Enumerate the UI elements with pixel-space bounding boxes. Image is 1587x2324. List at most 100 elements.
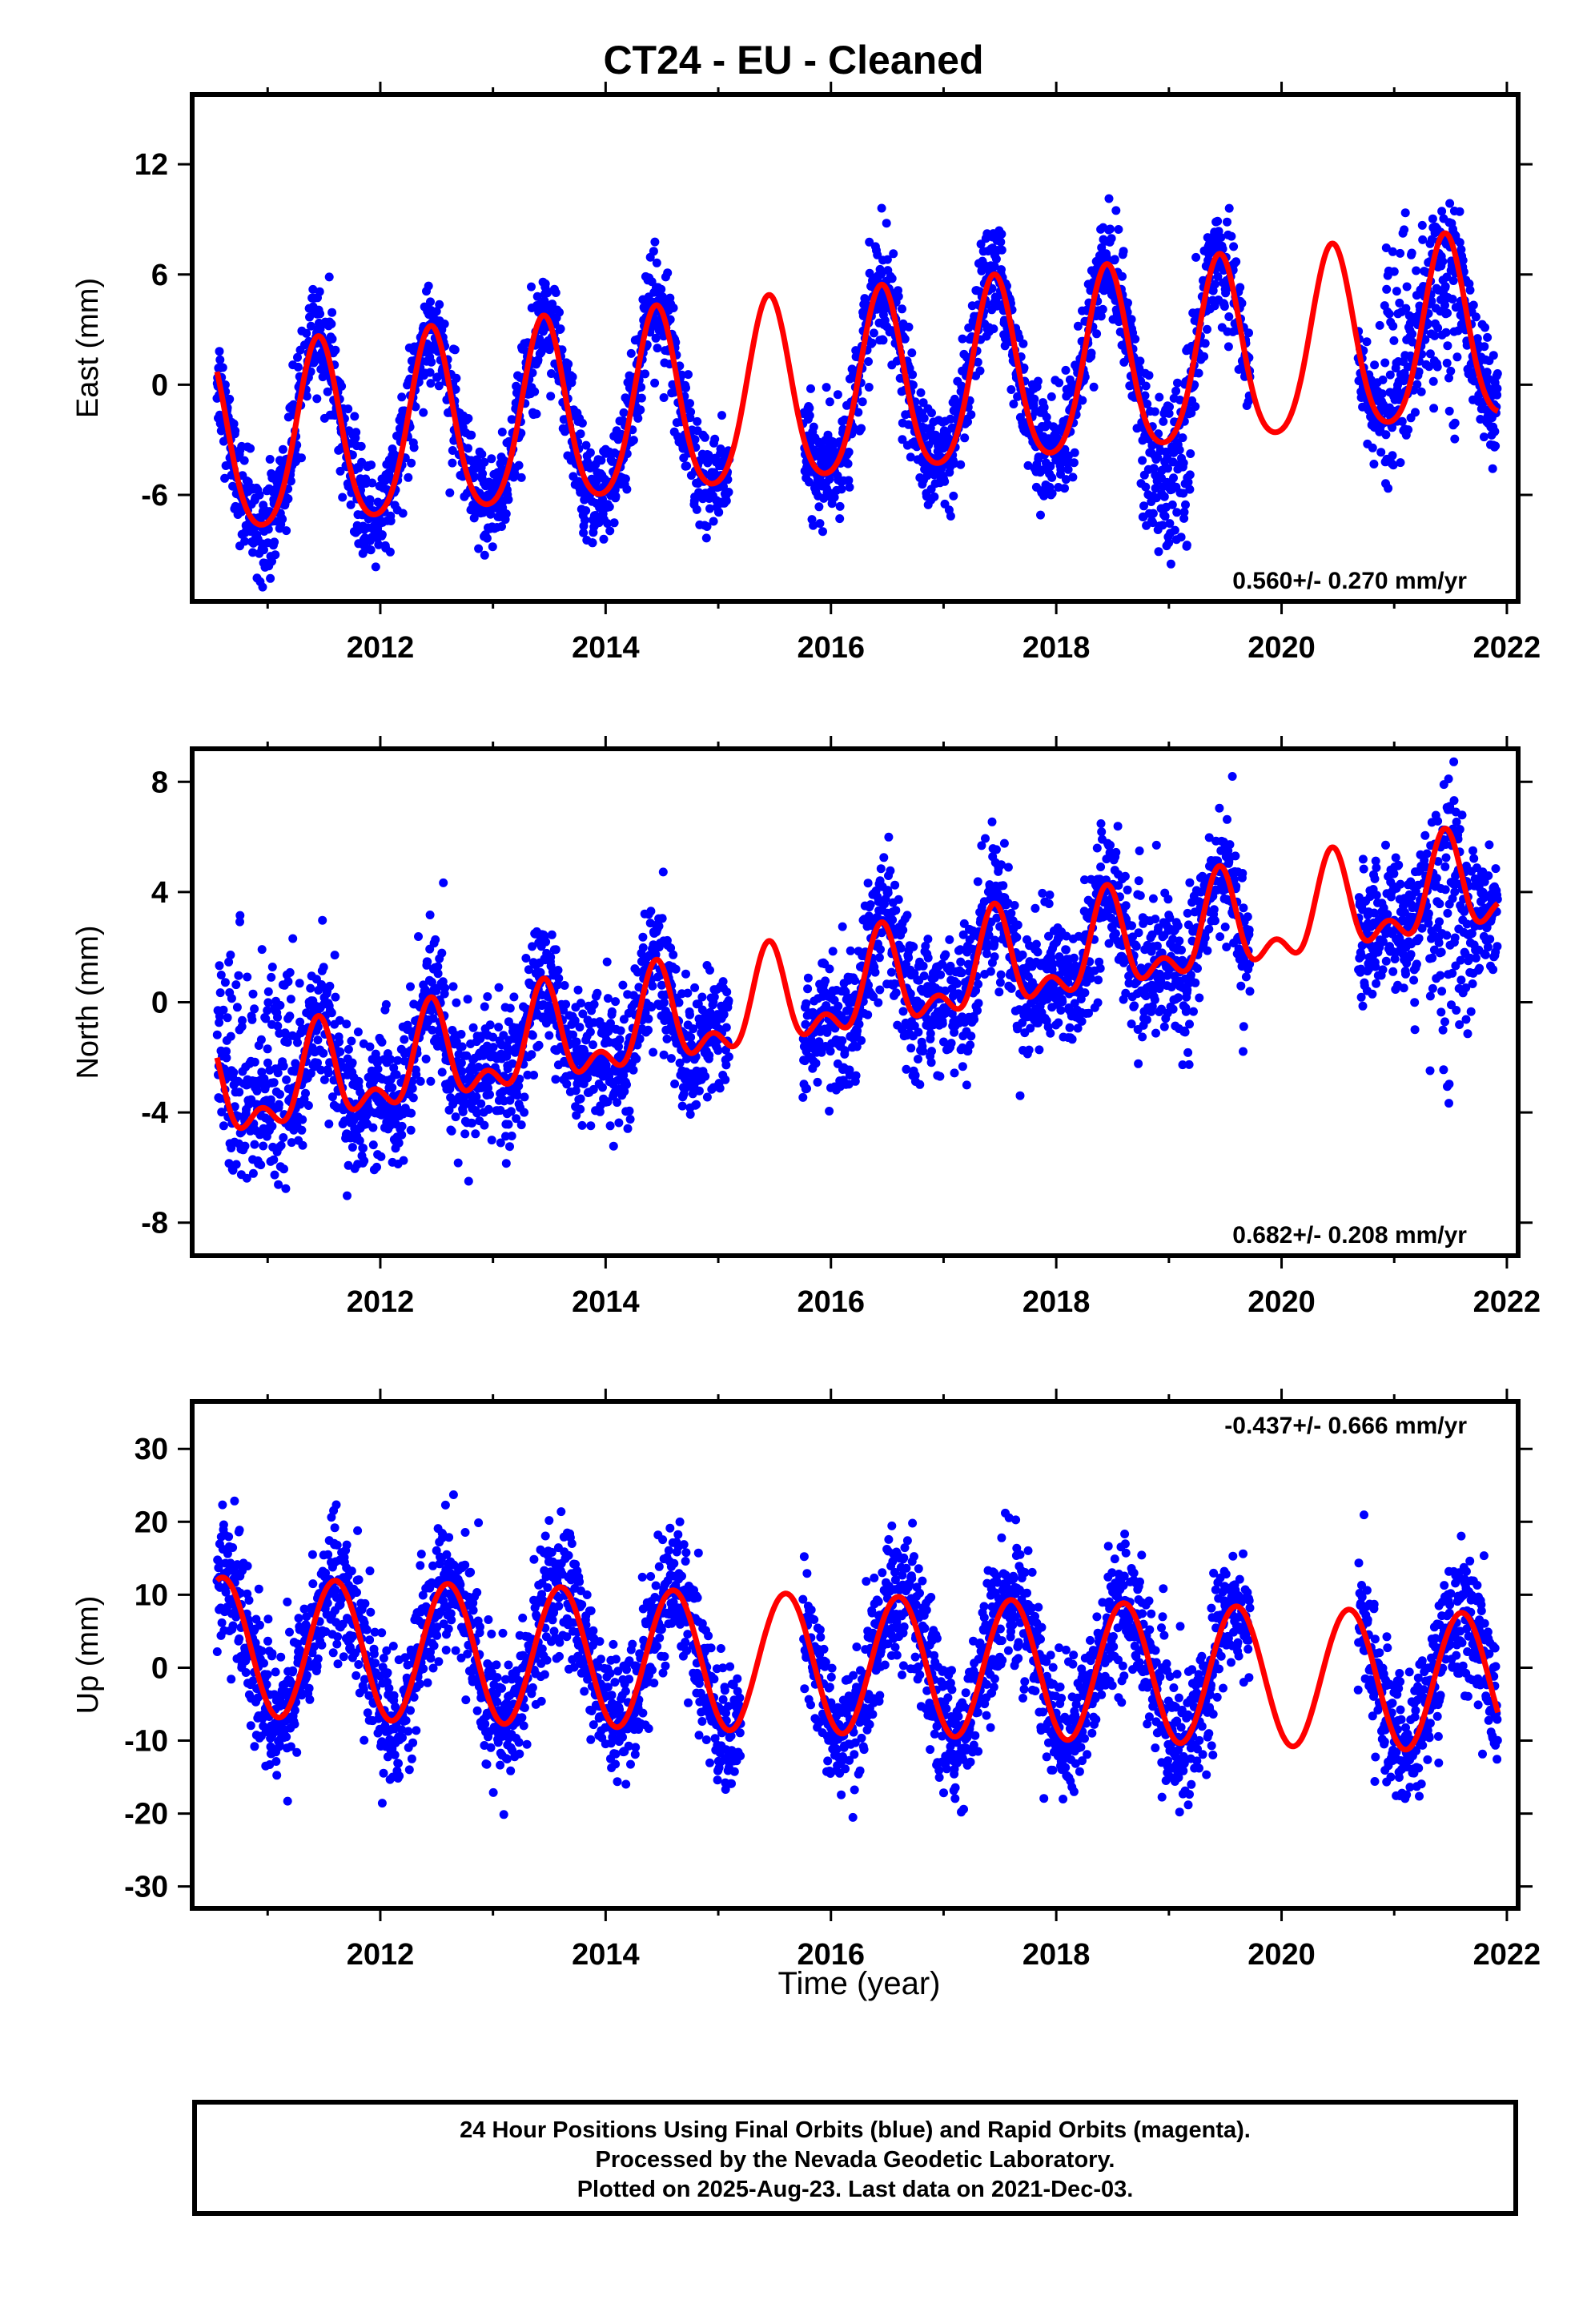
observation-point — [850, 976, 860, 985]
observation-point — [482, 533, 492, 543]
observation-point — [1428, 214, 1437, 223]
observation-point — [478, 468, 488, 478]
observation-point — [222, 1053, 231, 1063]
observation-point — [313, 1035, 323, 1045]
observation-point — [719, 482, 728, 492]
observation-point — [398, 509, 408, 518]
observation-point — [472, 456, 482, 465]
observation-point — [1104, 194, 1114, 203]
observation-point — [702, 522, 712, 531]
observation-point — [512, 1114, 521, 1124]
observation-point — [281, 1184, 291, 1193]
observation-point — [721, 496, 731, 505]
observation-point — [548, 300, 557, 309]
observation-point — [416, 1076, 425, 1086]
observation-point — [580, 1047, 589, 1056]
observation-point — [319, 963, 328, 972]
observation-point — [813, 1077, 822, 1087]
observation-point — [674, 998, 684, 1007]
observation-point — [381, 999, 391, 1009]
observation-point — [625, 1115, 635, 1124]
observation-point — [501, 1159, 511, 1168]
observation-point — [487, 454, 496, 464]
observation-point — [240, 1141, 250, 1151]
observation-point — [409, 443, 419, 452]
observation-point — [560, 981, 569, 990]
observation-point — [583, 1073, 593, 1083]
observation-point — [215, 988, 225, 998]
observation-point — [585, 448, 595, 457]
observation-point — [1490, 427, 1500, 436]
observation-point — [864, 383, 874, 392]
observation-point — [335, 1047, 345, 1056]
observation-point — [659, 393, 669, 402]
observation-point — [644, 1014, 653, 1023]
observation-point — [1437, 207, 1447, 216]
observation-point — [348, 1058, 357, 1068]
observation-point — [235, 911, 245, 920]
observation-point — [215, 355, 225, 364]
observation-point — [520, 1108, 529, 1117]
observation-point — [421, 1054, 431, 1063]
observation-point — [352, 428, 361, 437]
observation-point — [802, 1084, 811, 1093]
observation-point — [256, 1035, 266, 1044]
observation-point — [906, 989, 915, 999]
observation-point — [407, 458, 416, 468]
observation-point — [652, 258, 661, 267]
observation-point — [835, 501, 845, 511]
observation-point — [453, 1158, 463, 1168]
observation-point — [273, 1021, 283, 1031]
observation-point — [404, 472, 413, 482]
observation-point — [1450, 434, 1460, 444]
observation-point — [279, 1061, 288, 1071]
observation-point — [690, 435, 700, 444]
observation-point — [681, 969, 690, 979]
observation-point — [851, 1071, 861, 1080]
observation-point — [456, 1058, 466, 1068]
observation-point — [1111, 206, 1121, 215]
observation-point — [541, 937, 551, 947]
observation-point — [1481, 405, 1491, 415]
observation-point — [346, 500, 356, 509]
observation-point — [275, 1090, 284, 1099]
observation-point — [355, 1136, 364, 1145]
observation-point — [267, 1121, 277, 1131]
observation-point — [1412, 266, 1421, 275]
observation-point — [909, 942, 918, 951]
observation-point — [694, 1086, 704, 1096]
observation-point — [505, 1003, 515, 1013]
observation-point — [809, 422, 818, 432]
observation-point — [805, 411, 814, 420]
observation-point — [700, 432, 709, 442]
observation-point — [825, 397, 834, 407]
observation-point — [258, 582, 267, 592]
observation-point — [958, 334, 967, 344]
observation-point — [882, 219, 891, 228]
observation-point — [949, 491, 958, 501]
observation-point — [857, 1035, 866, 1045]
observation-point — [715, 1084, 725, 1093]
observation-point — [434, 381, 444, 391]
observation-point — [1194, 368, 1203, 378]
observation-point — [318, 915, 327, 925]
observation-point — [884, 832, 894, 842]
observation-point — [975, 366, 985, 376]
observation-point — [554, 974, 564, 983]
observation-point — [219, 1005, 228, 1015]
observation-point — [863, 879, 873, 888]
observation-point — [1164, 408, 1174, 418]
observation-point — [838, 1036, 847, 1045]
observation-point — [879, 853, 889, 862]
observation-point — [408, 1093, 418, 1103]
observation-point — [904, 953, 914, 963]
observation-point — [1380, 358, 1390, 368]
observation-point — [476, 1031, 486, 1041]
observation-point — [677, 370, 686, 380]
observation-point — [313, 1022, 323, 1031]
observation-point — [350, 412, 360, 421]
observation-point — [603, 1097, 613, 1107]
observation-point — [397, 1121, 407, 1131]
observation-point — [710, 434, 720, 444]
observation-point — [657, 914, 667, 923]
